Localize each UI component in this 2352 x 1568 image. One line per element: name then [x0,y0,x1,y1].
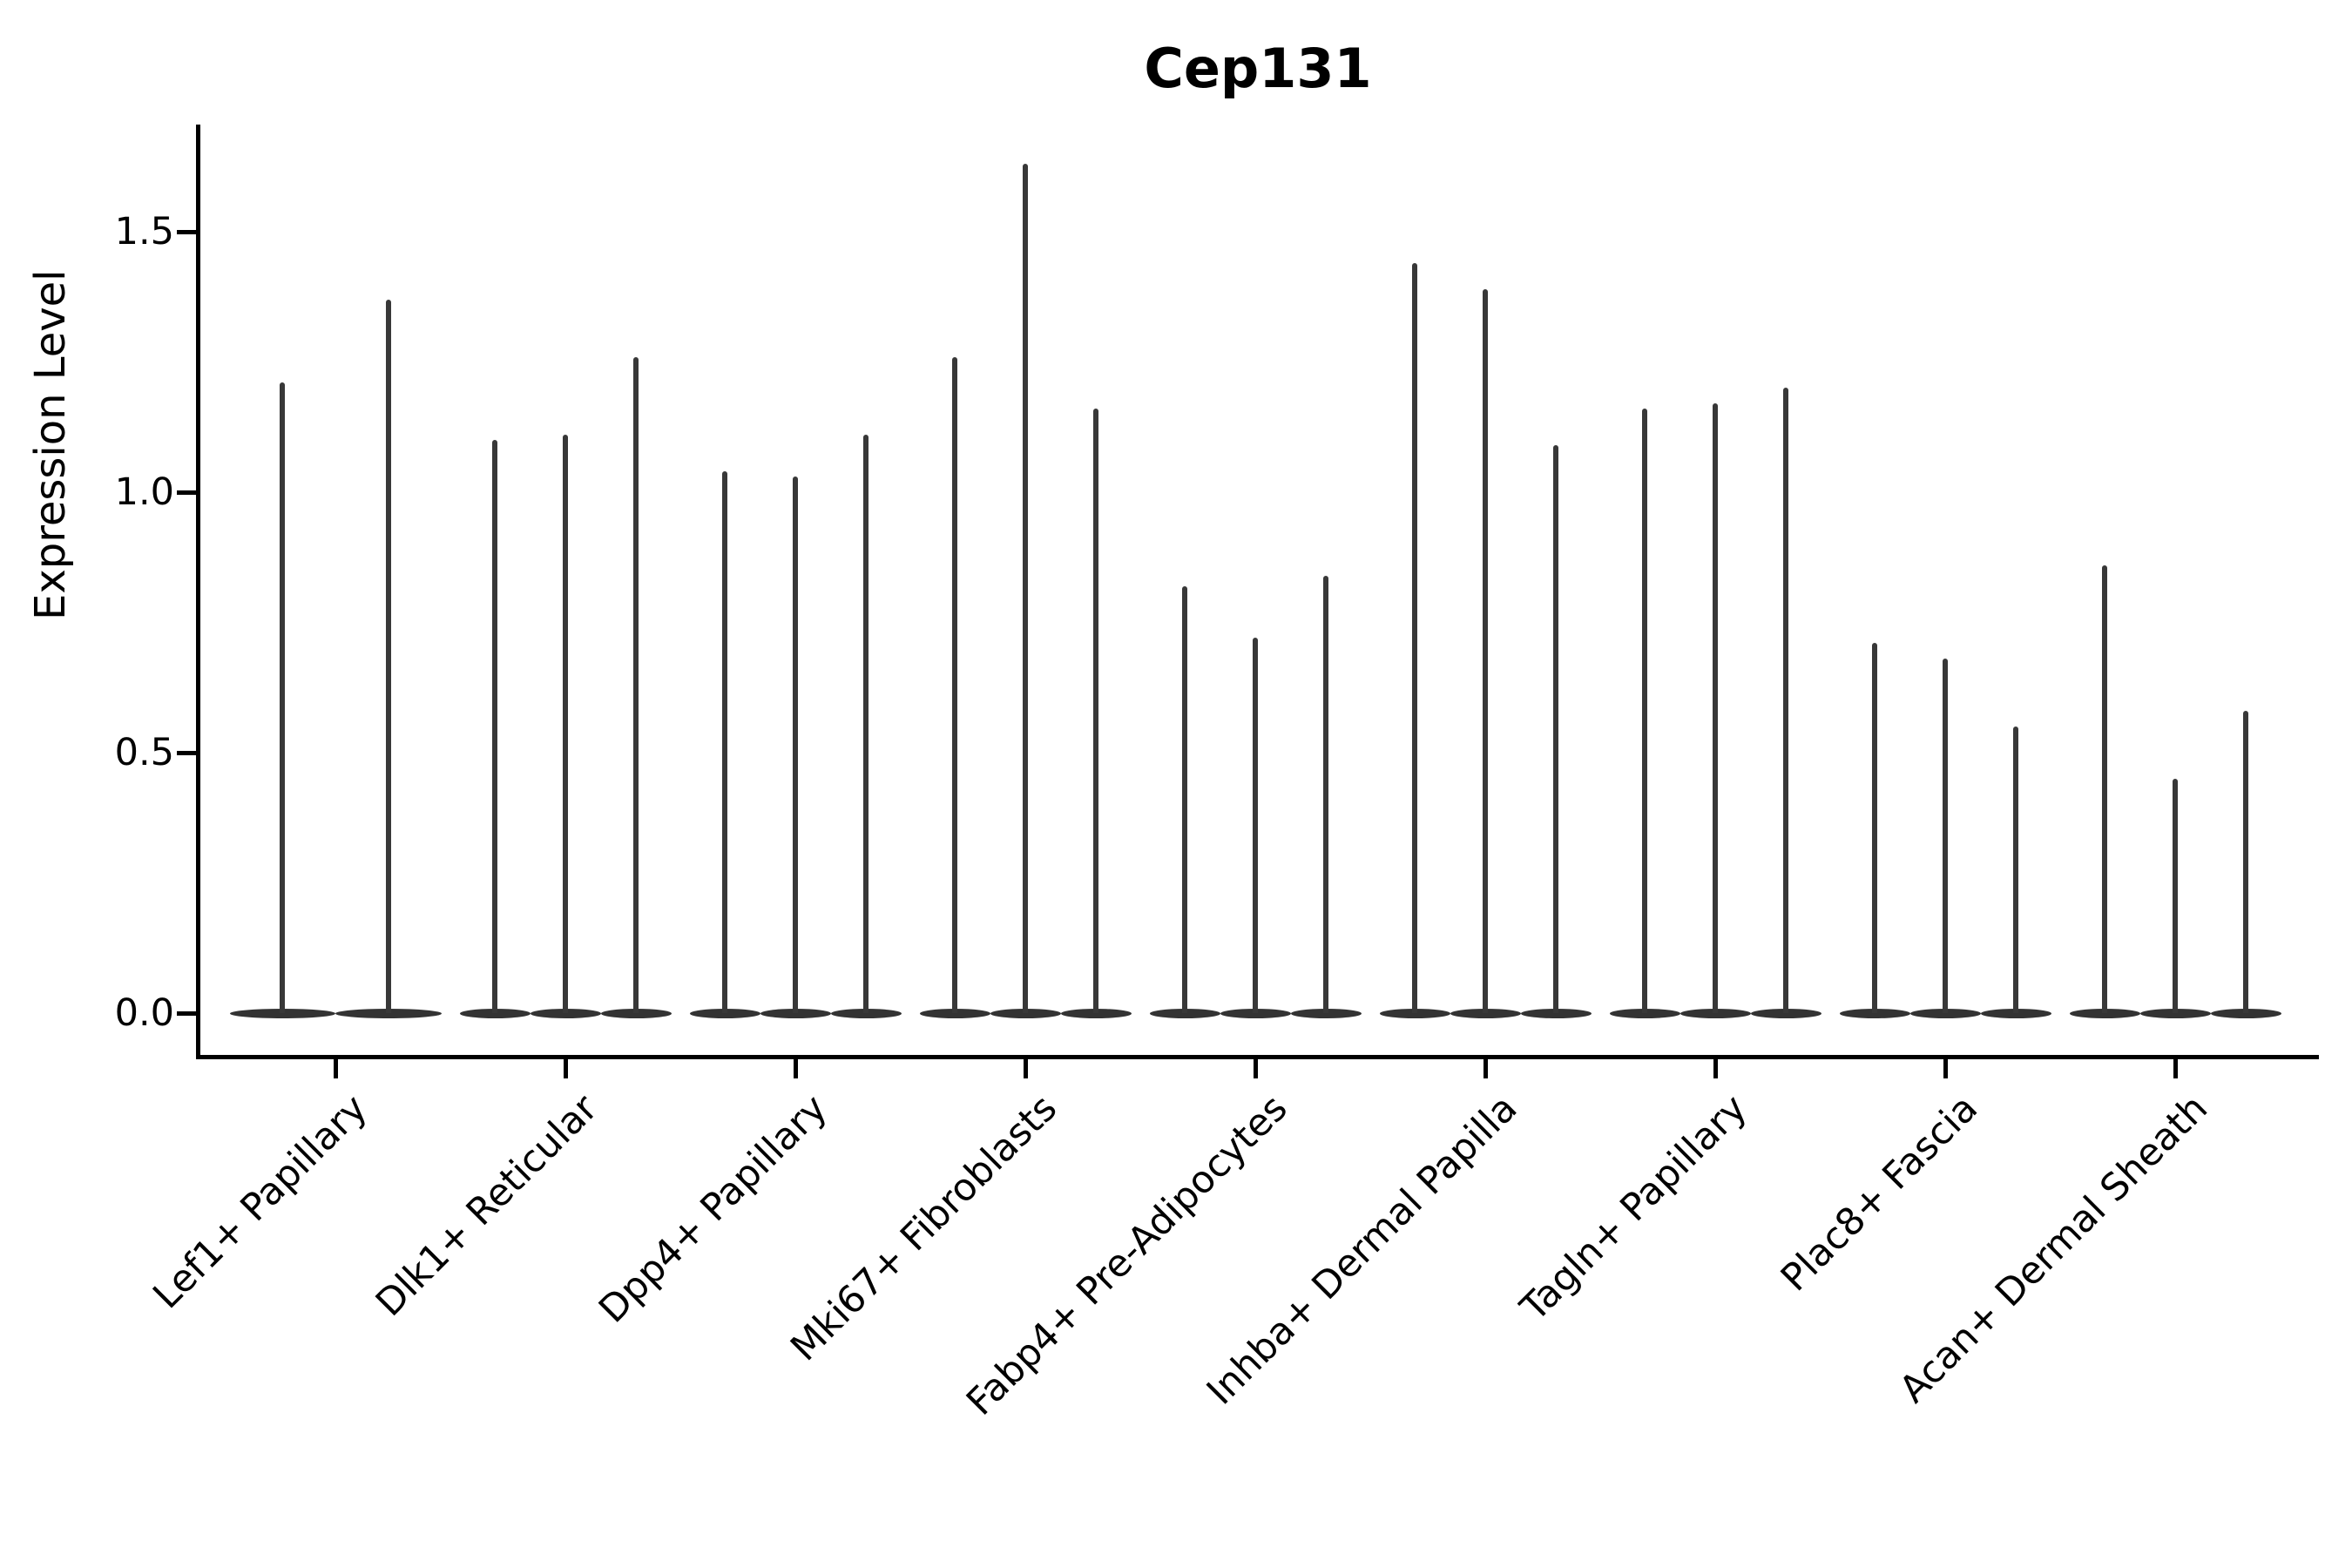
violin-spike [385,299,391,1013]
y-axis-spine [196,125,200,1059]
violin-spike [863,435,868,1013]
violin-base [990,1008,1061,1018]
violin-base [1379,1008,1450,1018]
y-tick-label: 1.0 [114,470,174,514]
violin-base [1149,1008,1220,1018]
x-tick-label: Plac8+ Fascia [1772,1086,1986,1301]
violin-spike [1412,262,1417,1013]
x-tick-label: Dpp4+ Papillary [591,1086,836,1332]
x-tick [1713,1059,1718,1078]
violin-spike [1642,409,1647,1013]
violin-spike [492,440,497,1013]
x-tick-label: Tagln+ Papillary [1512,1086,1756,1330]
x-tick [2173,1059,2178,1078]
x-tick [1253,1059,1258,1078]
x-tick [1023,1059,1028,1078]
y-tick-label: 0.0 [114,991,174,1035]
violin-base [1909,1008,1981,1018]
violin-base [1450,1008,1521,1018]
violin-spike [1783,388,1788,1013]
violin-base [1680,1008,1751,1018]
violin-base [1839,1008,1910,1018]
violin-base [1060,1008,1132,1018]
violin-spike [1093,409,1098,1013]
violin-spike [793,476,798,1013]
y-tick [177,490,196,495]
violin-base [689,1008,760,1018]
violin-base [1520,1008,1592,1018]
x-tick [333,1059,338,1078]
violin-spike [2243,711,2248,1013]
y-tick-label: 1.5 [114,210,174,253]
x-tick [563,1059,568,1078]
violin-spike [952,356,957,1013]
violin-spike [1872,643,1877,1013]
x-tick [793,1059,798,1078]
violin-spike [1553,445,1558,1013]
violin-spike [2102,564,2107,1013]
violin-spike [1943,659,1948,1013]
y-tick [177,229,196,234]
violin-spike [1713,403,1718,1013]
violin-spike [1023,164,1028,1013]
violin-base [2210,1008,2281,1018]
violin-base [229,1008,335,1018]
violin-base [1220,1008,1291,1018]
violin-spike [2013,727,2018,1013]
violin-base [919,1008,990,1018]
violin-base [335,1008,442,1018]
violin-base [760,1008,831,1018]
violin-spike [2173,778,2178,1013]
y-tick [177,750,196,755]
violin-base [600,1008,672,1018]
violin-base [2139,1008,2211,1018]
violin-base [1750,1008,1821,1018]
violin-spike [1182,585,1187,1013]
violin-base [1290,1008,1362,1018]
x-tick [1483,1059,1488,1078]
x-axis-spine [196,1055,2319,1059]
x-tick [1943,1059,1948,1078]
violin-spike [280,382,286,1013]
violin-base [459,1008,531,1018]
x-tick-label: Dlk1+ Reticular [367,1086,606,1326]
violin-base [830,1008,902,1018]
violin-spike [633,356,639,1013]
violin-base [1980,1008,2051,1018]
violin-base [2069,1008,2140,1018]
violin-spike [1253,638,1258,1013]
x-tick-label: Mki67+ Fibroblasts [782,1086,1066,1370]
violin-spike [722,471,727,1013]
violin-base [530,1008,601,1018]
violin-spike [1323,575,1328,1013]
x-tick-label: Lef1+ Papillary [145,1086,376,1318]
chart-title: Cep131 [1144,37,1372,100]
y-tick-label: 0.5 [114,731,174,774]
violin-base [1609,1008,1680,1018]
violin-spike [1483,288,1488,1013]
violin-spike [563,435,568,1013]
y-tick [177,1010,196,1016]
